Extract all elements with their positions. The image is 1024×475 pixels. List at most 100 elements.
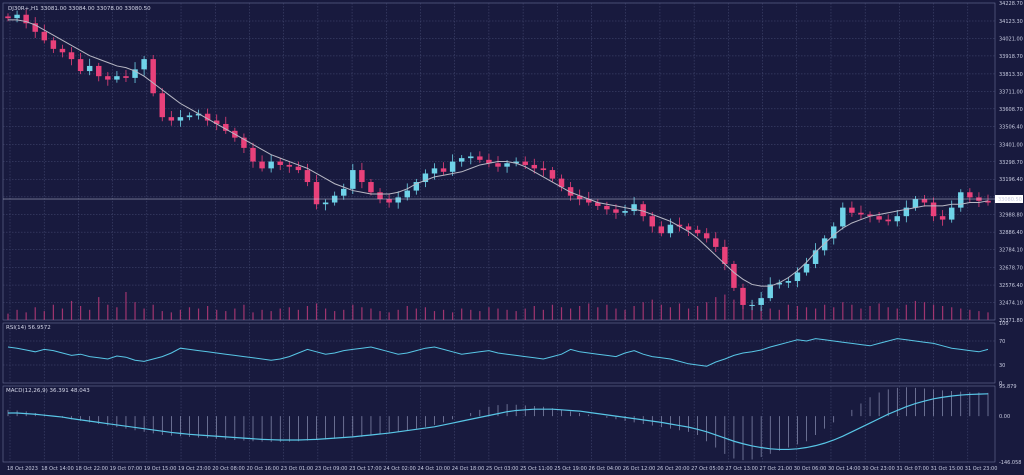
- candle-body: [195, 113, 202, 116]
- candle-body: [204, 113, 211, 121]
- candle-body: [422, 173, 429, 183]
- candle-body: [159, 93, 165, 118]
- price-axis-label: 32886.40: [999, 230, 1023, 236]
- candle-body: [449, 161, 456, 172]
- candle-body: [831, 226, 837, 239]
- candle-body: [731, 263, 737, 288]
- candle-body: [213, 120, 220, 124]
- candle-body: [667, 224, 674, 234]
- candle-body: [268, 161, 274, 169]
- price-axis-label: 34228.70: [999, 1, 1023, 7]
- time-axis-label: 26 Oct 20:00: [657, 466, 690, 472]
- candle-body: [23, 14, 29, 24]
- candle-body: [640, 204, 646, 217]
- candle-body: [14, 14, 20, 19]
- price-axis-label: 32784.10: [999, 248, 1023, 254]
- candle-body: [576, 195, 583, 200]
- macd-header: MACD(12,26,9) 36.391 48.043: [6, 388, 90, 394]
- candle-body: [921, 199, 928, 203]
- time-axis-label: 18 Oct 14:00: [41, 466, 74, 472]
- candle-body: [477, 156, 483, 160]
- candle-body: [50, 40, 57, 49]
- candle-body: [703, 233, 710, 239]
- price-axis-label: 33813.30: [999, 72, 1023, 78]
- candle-body: [77, 59, 84, 72]
- candle-body: [694, 229, 701, 234]
- candle-body: [649, 216, 655, 227]
- macd-axis-label: 0.00: [999, 414, 1010, 420]
- candle-body: [785, 281, 792, 283]
- time-axis-label: 27 Oct 13:00: [725, 466, 758, 472]
- time-axis-label: 18 Oct 22:00: [75, 466, 108, 472]
- candle-body: [59, 48, 66, 53]
- price-axis-label: 33608.70: [999, 107, 1023, 113]
- candle-body: [440, 168, 447, 172]
- price-axis-label: 34123.30: [999, 19, 1023, 25]
- candle-body: [259, 161, 265, 169]
- candle-body: [32, 23, 38, 32]
- candle-body: [495, 163, 501, 167]
- time-axis-label: 30 Oct 14:00: [828, 466, 861, 472]
- price-axis-label: 32371.80: [999, 318, 1023, 324]
- current-price-label: 33080.50: [998, 197, 1022, 203]
- candle-body: [967, 192, 973, 198]
- candle-body: [567, 187, 574, 196]
- candle-body: [377, 192, 383, 200]
- candle-body: [812, 250, 819, 264]
- candle-body: [522, 161, 528, 165]
- rsi-axis-label: 0: [999, 381, 1002, 387]
- time-axis-label: 31 Oct 07:00: [896, 466, 929, 472]
- rsi-header: RSI(14) 56.9572: [6, 325, 51, 331]
- candle-body: [341, 188, 347, 196]
- candle-body: [821, 238, 828, 251]
- candle-body: [404, 190, 410, 198]
- candle-body: [894, 216, 900, 222]
- rsi-line: [7, 338, 989, 367]
- candle-body: [168, 117, 175, 121]
- candle-body: [740, 287, 746, 305]
- price-axis-label: 34021.00: [999, 36, 1023, 42]
- candle-body: [68, 52, 75, 60]
- candle-body: [395, 197, 401, 203]
- candle-body: [286, 164, 293, 167]
- candle-body: [368, 182, 374, 193]
- candle-body: [613, 209, 619, 213]
- candle-body: [513, 161, 519, 164]
- candle-body: [912, 199, 919, 208]
- time-axis-label: 26 Oct 12:00: [623, 466, 656, 472]
- candle-body: [676, 224, 683, 227]
- time-axis-label: 25 Oct 19:00: [554, 466, 587, 472]
- candle-body: [549, 170, 556, 179]
- candle-body: [132, 69, 138, 78]
- time-axis-label: 26 Oct 04:00: [589, 466, 622, 472]
- candle-body: [858, 212, 864, 215]
- candle-body: [86, 65, 93, 72]
- candle-body: [322, 202, 329, 205]
- candle-body: [586, 199, 592, 203]
- current-price-tag: [995, 195, 1023, 204]
- candle-body: [713, 238, 719, 247]
- candle-body: [123, 76, 129, 78]
- candle-body: [722, 246, 728, 264]
- time-axis-label: 24 Oct 10:00: [417, 466, 450, 472]
- candle-body: [96, 65, 102, 77]
- price-axis-label: 33506.40: [999, 124, 1023, 130]
- rsi-panel-frame: [2, 322, 996, 384]
- candle-body: [985, 200, 991, 203]
- candle-body: [150, 59, 156, 94]
- candle-body: [313, 182, 320, 205]
- time-axis-label: 27 Oct 05:00: [691, 466, 724, 472]
- time-axis-label: 23 Oct 01:00: [281, 466, 314, 472]
- candle-body: [803, 263, 810, 273]
- time-axis-label: 25 Oct 03:00: [486, 466, 519, 472]
- candle-body: [776, 282, 783, 285]
- candle-body: [840, 207, 846, 227]
- time-axis-label: 19 Oct 07:00: [110, 466, 143, 472]
- candle-body: [431, 168, 438, 174]
- candle-body: [241, 137, 247, 148]
- candle-body: [141, 59, 147, 70]
- candle-body: [903, 207, 910, 217]
- time-axis-label: 25 Oct 11:00: [520, 466, 553, 472]
- candle-body: [177, 117, 184, 121]
